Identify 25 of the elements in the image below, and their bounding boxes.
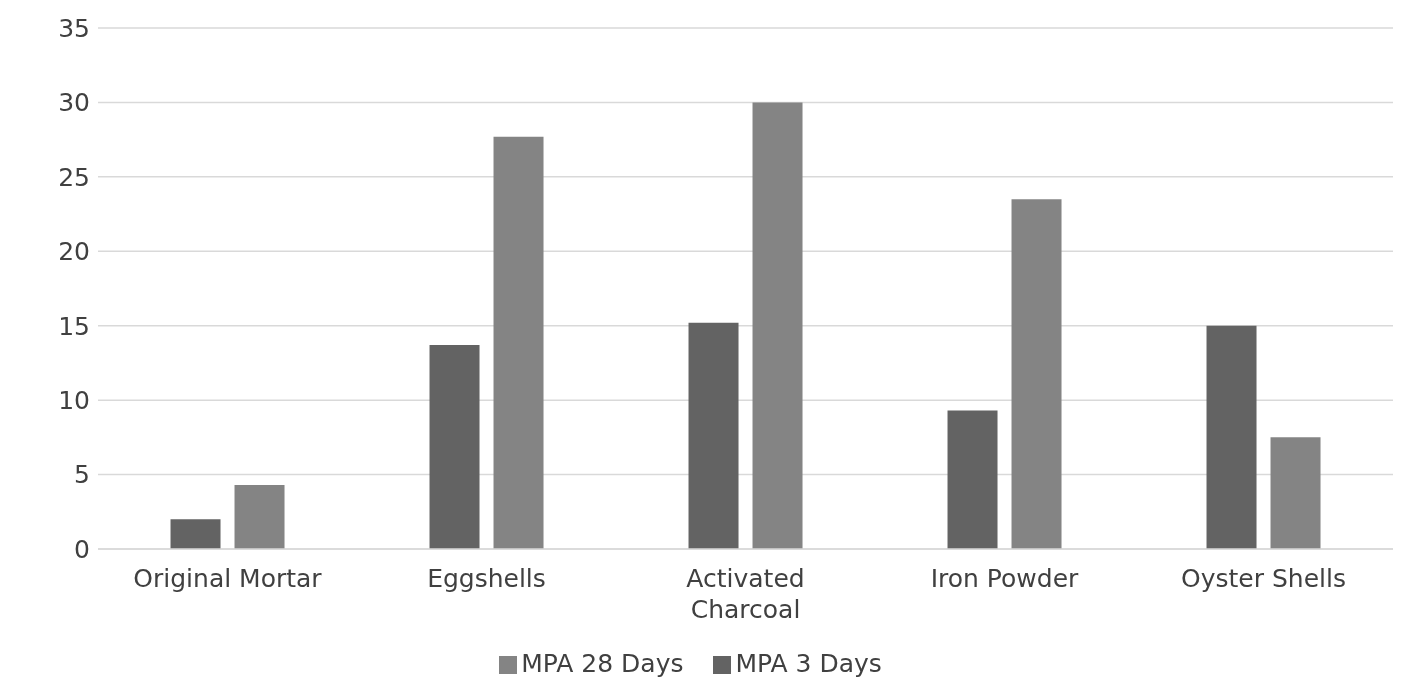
y-tick-label: 35 bbox=[58, 13, 90, 43]
bar bbox=[1206, 325, 1257, 549]
y-tick-label: 10 bbox=[58, 386, 90, 416]
bar bbox=[170, 519, 221, 549]
y-tick-label: 15 bbox=[58, 311, 90, 341]
bar bbox=[1011, 199, 1062, 549]
legend-label: MPA 3 Days bbox=[735, 649, 882, 678]
bar bbox=[429, 345, 480, 549]
legend-label: MPA 28 Days bbox=[521, 649, 684, 678]
x-tick-label: Oyster Shells bbox=[1181, 564, 1346, 593]
x-tick-label: Activated Charcoal bbox=[686, 564, 805, 625]
y-tick-label: 30 bbox=[58, 88, 90, 118]
y-tick-label: 0 bbox=[74, 534, 90, 564]
x-tick-label: Iron Powder bbox=[930, 564, 1080, 593]
y-tick-label: 25 bbox=[58, 162, 90, 192]
y-tick-label: 5 bbox=[74, 460, 90, 490]
x-tick-label: Original Mortar bbox=[133, 564, 323, 593]
bar bbox=[752, 102, 803, 549]
bar bbox=[234, 484, 285, 549]
bar bbox=[688, 322, 739, 549]
x-tick-label: Eggshells bbox=[427, 564, 546, 593]
bar bbox=[493, 136, 544, 549]
bar bbox=[947, 410, 998, 549]
bar bbox=[1270, 437, 1321, 549]
y-tick-label: 20 bbox=[58, 237, 90, 267]
